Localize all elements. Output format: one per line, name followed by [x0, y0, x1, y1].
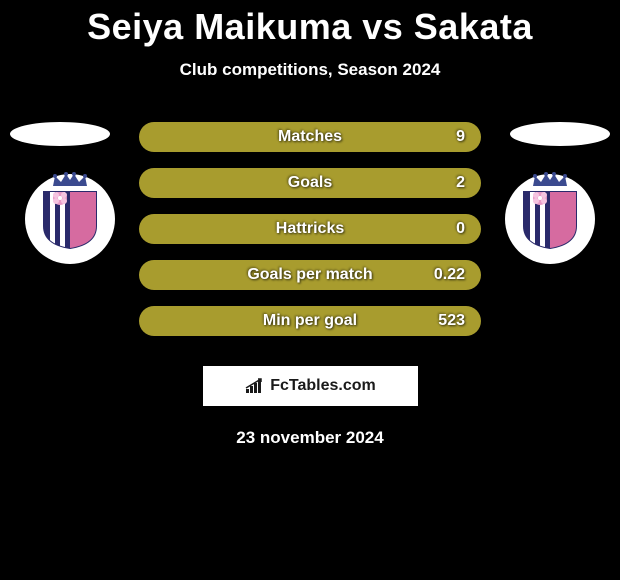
- stat-value: 0: [456, 220, 465, 238]
- content-area: Matches 9 Goals 2 Hattricks 0 Goals per …: [0, 122, 620, 448]
- stat-bar-min-per-goal: Min per goal 523: [139, 306, 481, 336]
- chart-icon: [244, 377, 266, 395]
- stat-value: 2: [456, 174, 465, 192]
- left-player-oval: [10, 122, 110, 146]
- shield-icon: [522, 188, 578, 250]
- left-club-badge: [25, 174, 115, 264]
- shield-icon: [42, 188, 98, 250]
- subtitle: Club competitions, Season 2024: [0, 60, 620, 80]
- logo-label: FcTables.com: [270, 377, 376, 395]
- stat-value: 523: [438, 312, 465, 330]
- stat-bar-matches: Matches 9: [139, 122, 481, 152]
- stat-label: Hattricks: [276, 220, 344, 238]
- page-title: Seiya Maikuma vs Sakata: [0, 0, 620, 48]
- stat-bar-goals: Goals 2: [139, 168, 481, 198]
- stat-label: Min per goal: [263, 312, 357, 330]
- stat-value: 9: [456, 128, 465, 146]
- stat-label: Goals per match: [247, 266, 372, 284]
- stat-value: 0.22: [434, 266, 465, 284]
- crown-icon: [531, 172, 569, 188]
- stat-label: Goals: [288, 174, 332, 192]
- crown-icon: [51, 172, 89, 188]
- date-text: 23 november 2024: [0, 428, 620, 448]
- right-club-badge: [505, 174, 595, 264]
- stat-bar-hattricks: Hattricks 0: [139, 214, 481, 244]
- stat-bar-goals-per-match: Goals per match 0.22: [139, 260, 481, 290]
- logo-box: FcTables.com: [203, 366, 418, 406]
- right-player-oval: [510, 122, 610, 146]
- stat-bars-container: Matches 9 Goals 2 Hattricks 0 Goals per …: [139, 122, 481, 336]
- logo-text: FcTables.com: [244, 377, 376, 395]
- stat-label: Matches: [278, 128, 342, 146]
